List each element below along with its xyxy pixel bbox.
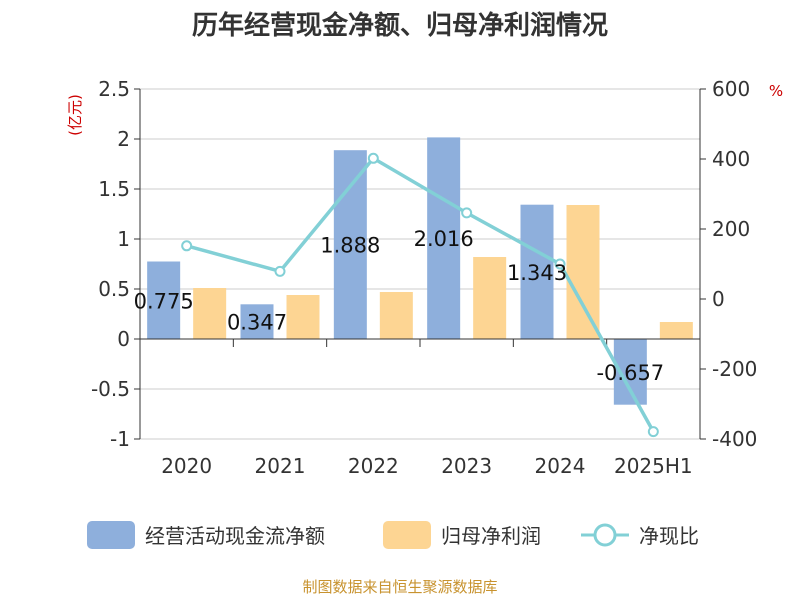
data-label-cashflow: 2.016 <box>414 227 474 251</box>
point-ratio <box>554 258 566 270</box>
left-axis-tick-label: 0.5 <box>98 277 130 301</box>
legend-label-ratio[interactable]: 净现比 <box>639 524 699 548</box>
bar-cashflow <box>240 304 274 339</box>
right-axis-tick-label: 600 <box>712 77 750 101</box>
left-axis-tick-label: 2 <box>117 127 130 151</box>
legend-marker-ratio[interactable] <box>593 523 617 547</box>
right-axis-unit-label: % <box>769 82 783 100</box>
left-axis-tick-label: -0.5 <box>91 377 130 401</box>
source-note: 制图数据来自恒生聚源数据库 <box>302 578 497 596</box>
bar-netprofit <box>286 295 320 339</box>
legend-swatch-netprofit[interactable] <box>383 521 431 549</box>
data-label-cashflow: 0.347 <box>227 311 287 335</box>
x-axis-tick-label: 2024 <box>535 454 586 478</box>
bar-series-group <box>147 137 693 405</box>
bar-netprofit <box>379 292 413 339</box>
right-axis-tick-label: -200 <box>712 357 757 381</box>
axes: 2.5 2 1.5 1 0.5 0 -0.5 -1 600 400 200 0 -200 -400 2020… <box>91 77 757 478</box>
left-axis-tick-label: 1 <box>117 227 130 251</box>
left-axis-tick-label: 1.5 <box>98 177 130 201</box>
x-axis-tick-label: 2020 <box>161 454 212 478</box>
left-axis-unit-label: (亿元) <box>66 94 84 136</box>
left-axis-tick-label: -1 <box>110 427 130 451</box>
left-axis-tick-label: 0 <box>117 327 130 351</box>
bar-netprofit <box>193 288 227 339</box>
bar-netprofit <box>659 322 693 339</box>
right-axis-tick-label: 0 <box>712 287 725 311</box>
point-ratio <box>274 265 286 277</box>
x-axis-tick-label: 2021 <box>255 454 306 478</box>
point-ratio <box>461 207 473 219</box>
bar-cashflow <box>333 150 367 339</box>
chart-title: 历年经营现金净额、归母净利润情况 <box>192 10 608 41</box>
x-axis-tick-label: 2023 <box>441 454 492 478</box>
data-label-cashflow: 0.775 <box>134 289 194 313</box>
legend-label-netprofit[interactable]: 归母净利润 <box>441 524 541 548</box>
line-series-group <box>181 152 659 438</box>
legend-label-cashflow[interactable]: 经营活动现金流净额 <box>145 524 325 548</box>
bar-netprofit <box>473 257 507 339</box>
data-label-cashflow: 1.888 <box>320 234 380 258</box>
x-axis-tick-label: 2022 <box>348 454 399 478</box>
grid-lines <box>140 88 700 440</box>
point-ratio <box>647 426 659 438</box>
bar-cashflow <box>520 204 554 339</box>
right-axis-tick-label: 200 <box>712 217 750 241</box>
legend-swatch-cashflow[interactable] <box>87 521 135 549</box>
data-labels: 0.775 0.347 1.888 2.016 1.343 -0.657 <box>134 227 665 385</box>
bar-netprofit <box>566 205 600 339</box>
right-axis-tick-label: 400 <box>712 147 750 171</box>
data-label-cashflow: 1.343 <box>507 261 567 285</box>
x-axis-tick-label: 2025H1 <box>614 454 693 478</box>
line-ratio <box>186 156 655 433</box>
data-label-cashflow: -0.657 <box>596 361 664 385</box>
bar-cashflow <box>427 137 461 339</box>
point-ratio <box>367 152 379 164</box>
bar-cashflow <box>147 261 181 339</box>
point-ratio <box>181 240 193 252</box>
right-axis-tick-label: -400 <box>712 427 757 451</box>
legend: 经营活动现金流净额 归母净利润 净现比 <box>87 521 699 549</box>
left-axis-tick-label: 2.5 <box>98 77 130 101</box>
